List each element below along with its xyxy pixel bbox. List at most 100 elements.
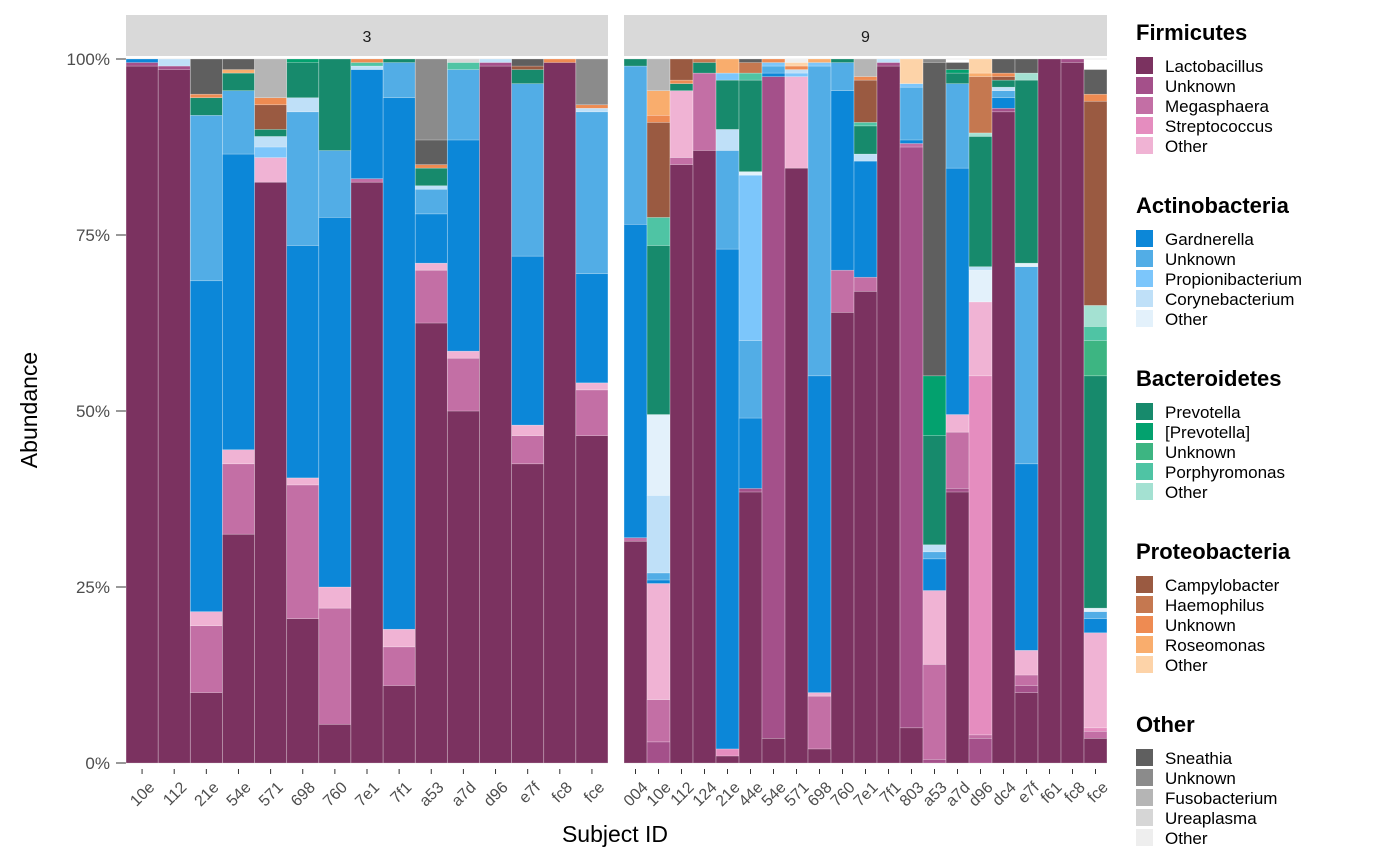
bar-segment	[447, 62, 480, 70]
legend-item-label: Porphyromonas	[1165, 463, 1285, 482]
bar-segment	[899, 58, 924, 84]
bar-segment	[254, 58, 287, 99]
bar-segment	[157, 58, 191, 67]
bar-segment	[876, 58, 901, 63]
legend-item-label: Other	[1165, 137, 1208, 156]
bar-segment	[945, 83, 970, 169]
bar-segment	[991, 107, 1016, 113]
bar-segment	[738, 62, 763, 74]
bar-segment	[286, 245, 320, 479]
bar-segment	[479, 65, 512, 764]
bar-segment	[945, 167, 970, 415]
bar-segment	[1083, 93, 1108, 102]
bar-segment	[382, 628, 416, 648]
bar-segment	[1014, 692, 1039, 764]
legend-swatch	[1136, 749, 1153, 766]
bar-segment	[807, 62, 832, 67]
bar-segment	[190, 625, 223, 693]
bar-004	[623, 58, 648, 764]
bar-a53	[922, 58, 947, 764]
x-tick-label: 54e	[224, 779, 255, 810]
bar-segment	[669, 90, 694, 158]
bar-segment	[968, 301, 993, 377]
bar-segment	[1083, 305, 1108, 327]
bar-segment	[414, 262, 448, 271]
bar-segment	[543, 62, 577, 764]
bar-segment	[447, 58, 480, 63]
bar-segment	[318, 586, 352, 609]
bar-segment	[968, 375, 993, 736]
bar-segment	[414, 188, 448, 215]
bar-segment	[350, 65, 384, 70]
legend-swatch	[1136, 250, 1153, 267]
x-tick-label: fc8	[1062, 779, 1089, 806]
x-tick-label: 7e1	[352, 779, 383, 810]
bar-segment	[899, 86, 924, 141]
bar-segment	[784, 69, 809, 74]
legend-swatch	[1136, 270, 1153, 287]
legend-swatch	[1136, 636, 1153, 653]
bar-segment	[1083, 738, 1108, 764]
bar-7f1	[382, 58, 416, 764]
legend-item-label: Sneathia	[1165, 749, 1233, 768]
x-tick-label: 698	[288, 779, 319, 810]
bar-segment	[646, 122, 671, 218]
facet-strip-label: 3	[363, 29, 372, 46]
bar-segment	[922, 551, 947, 560]
bar-segment	[646, 217, 671, 246]
bar-44e	[738, 58, 763, 764]
bar-segment	[646, 579, 671, 584]
bar-segment	[876, 65, 901, 764]
bar-segment	[382, 62, 416, 99]
bar-segment	[922, 62, 947, 377]
bar-segment	[738, 340, 763, 419]
bar-segment	[414, 139, 448, 165]
bar-54e	[222, 58, 255, 764]
bar-segment	[692, 58, 717, 63]
bar-segment	[447, 139, 480, 352]
bar-10e	[646, 58, 671, 764]
bar-segment	[853, 160, 878, 278]
bar-segment	[646, 245, 671, 415]
bar-segment	[715, 79, 740, 130]
bar-segment	[479, 62, 512, 67]
legend-item-label: [Prevotella]	[1165, 423, 1250, 442]
bar-segment	[945, 62, 970, 70]
bar-segment	[222, 69, 255, 74]
bar-segment	[286, 484, 320, 619]
bar-segment	[646, 741, 671, 764]
bar-segment	[945, 414, 970, 433]
bar-segment	[125, 62, 159, 67]
y-tick-label: 0%	[85, 754, 110, 773]
legend-item-label: Propionibacterium	[1165, 270, 1302, 289]
bar-segment	[511, 65, 544, 70]
bar-segment	[511, 435, 544, 465]
bar-segment	[447, 69, 480, 141]
bar-segment	[575, 111, 609, 275]
bar-segment	[350, 69, 384, 179]
bar-segment	[190, 692, 223, 764]
bar-segment	[414, 213, 448, 264]
legend-item-label: Unknown	[1165, 769, 1236, 788]
bar-dc4	[991, 58, 1016, 764]
bar-segment	[350, 178, 384, 183]
bar-segment	[382, 58, 416, 63]
bar-segment	[623, 224, 648, 539]
legend-swatch	[1136, 137, 1153, 154]
bar-segment	[738, 79, 763, 172]
bar-112	[669, 58, 694, 764]
bar-segment	[715, 248, 740, 750]
bar-segment	[1014, 674, 1039, 686]
bar-segment	[853, 153, 878, 162]
facet-panel-3: 3 10e 112 21e 54e 571 698 760 7e1 7f1 a53 a7d d96 e7f…	[125, 15, 609, 810]
facet-strip	[624, 15, 1107, 56]
bar-segment	[190, 280, 223, 612]
bar-segment	[715, 72, 740, 81]
bar-segment	[254, 104, 287, 130]
bar-segment	[761, 65, 786, 74]
bar-segment	[646, 572, 671, 581]
x-tick-label: fc8	[549, 779, 576, 806]
bar-segment	[286, 618, 320, 764]
bar-segment	[1014, 72, 1039, 81]
legend-swatch	[1136, 769, 1153, 786]
